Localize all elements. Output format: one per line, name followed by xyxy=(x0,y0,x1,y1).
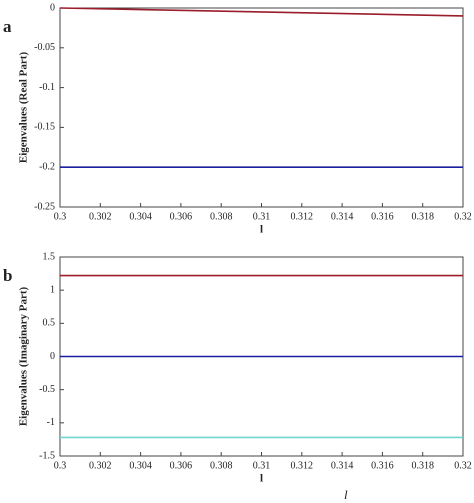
x-tick-label: 0.316 xyxy=(371,211,394,222)
y-tick-label: -0.25 xyxy=(34,201,55,212)
x-tick-label: 0.308 xyxy=(210,460,233,471)
y-tick-label: -0.5 xyxy=(39,384,55,395)
x-tick-label: 0.314 xyxy=(331,460,354,471)
y-tick-label: 1 xyxy=(50,284,55,295)
x-tick-label: 0.304 xyxy=(129,460,152,471)
x-tick-label: 0.314 xyxy=(331,211,354,222)
x-tick-label: 0.3 xyxy=(54,211,67,222)
y-tick-label: 1.5 xyxy=(43,251,56,262)
x-tick-label: 0.318 xyxy=(411,211,434,222)
y-tick-label: -0.15 xyxy=(34,122,55,133)
x-axis-label: l xyxy=(260,224,263,236)
plot-area xyxy=(59,7,464,208)
y-tick-label: -0.05 xyxy=(34,42,55,53)
panel-label: a xyxy=(3,17,12,36)
x-tick-label: 0.32 xyxy=(454,211,472,222)
x-tick-label: 0.316 xyxy=(371,460,394,471)
x-tick-label: 0.306 xyxy=(170,211,193,222)
y-tick-label: -1.5 xyxy=(39,450,55,461)
caption-fragment: l xyxy=(344,487,348,502)
panel-label: b xyxy=(3,266,12,285)
x-tick-label: 0.302 xyxy=(89,460,112,471)
y-axis-label: Eigenvalues (Imaginary Part) xyxy=(18,287,30,427)
x-axis-label: l xyxy=(260,473,263,485)
y-tick-label: 0.5 xyxy=(43,318,56,329)
y-tick-label: 0 xyxy=(50,351,55,362)
x-tick-label: 0.32 xyxy=(454,460,472,471)
y-axis-label: Eigenvalues (Real Part) xyxy=(18,52,30,164)
x-tick-label: 0.308 xyxy=(210,211,233,222)
x-tick-label: 0.312 xyxy=(291,211,314,222)
x-tick-label: 0.312 xyxy=(291,460,314,471)
series-line xyxy=(59,7,464,17)
x-tick-label: 0.31 xyxy=(253,460,271,471)
y-tick-label: -1 xyxy=(47,417,55,428)
y-tick-label: 0 xyxy=(50,2,55,13)
x-tick-label: 0.304 xyxy=(129,211,152,222)
x-tick-label: 0.302 xyxy=(89,211,112,222)
x-tick-label: 0.3 xyxy=(54,460,67,471)
x-tick-label: 0.306 xyxy=(170,460,193,471)
y-tick-label: -0.2 xyxy=(39,161,55,172)
y-tick-label: -0.1 xyxy=(39,82,55,93)
x-tick-label: 0.31 xyxy=(253,211,271,222)
x-tick-label: 0.318 xyxy=(411,460,434,471)
